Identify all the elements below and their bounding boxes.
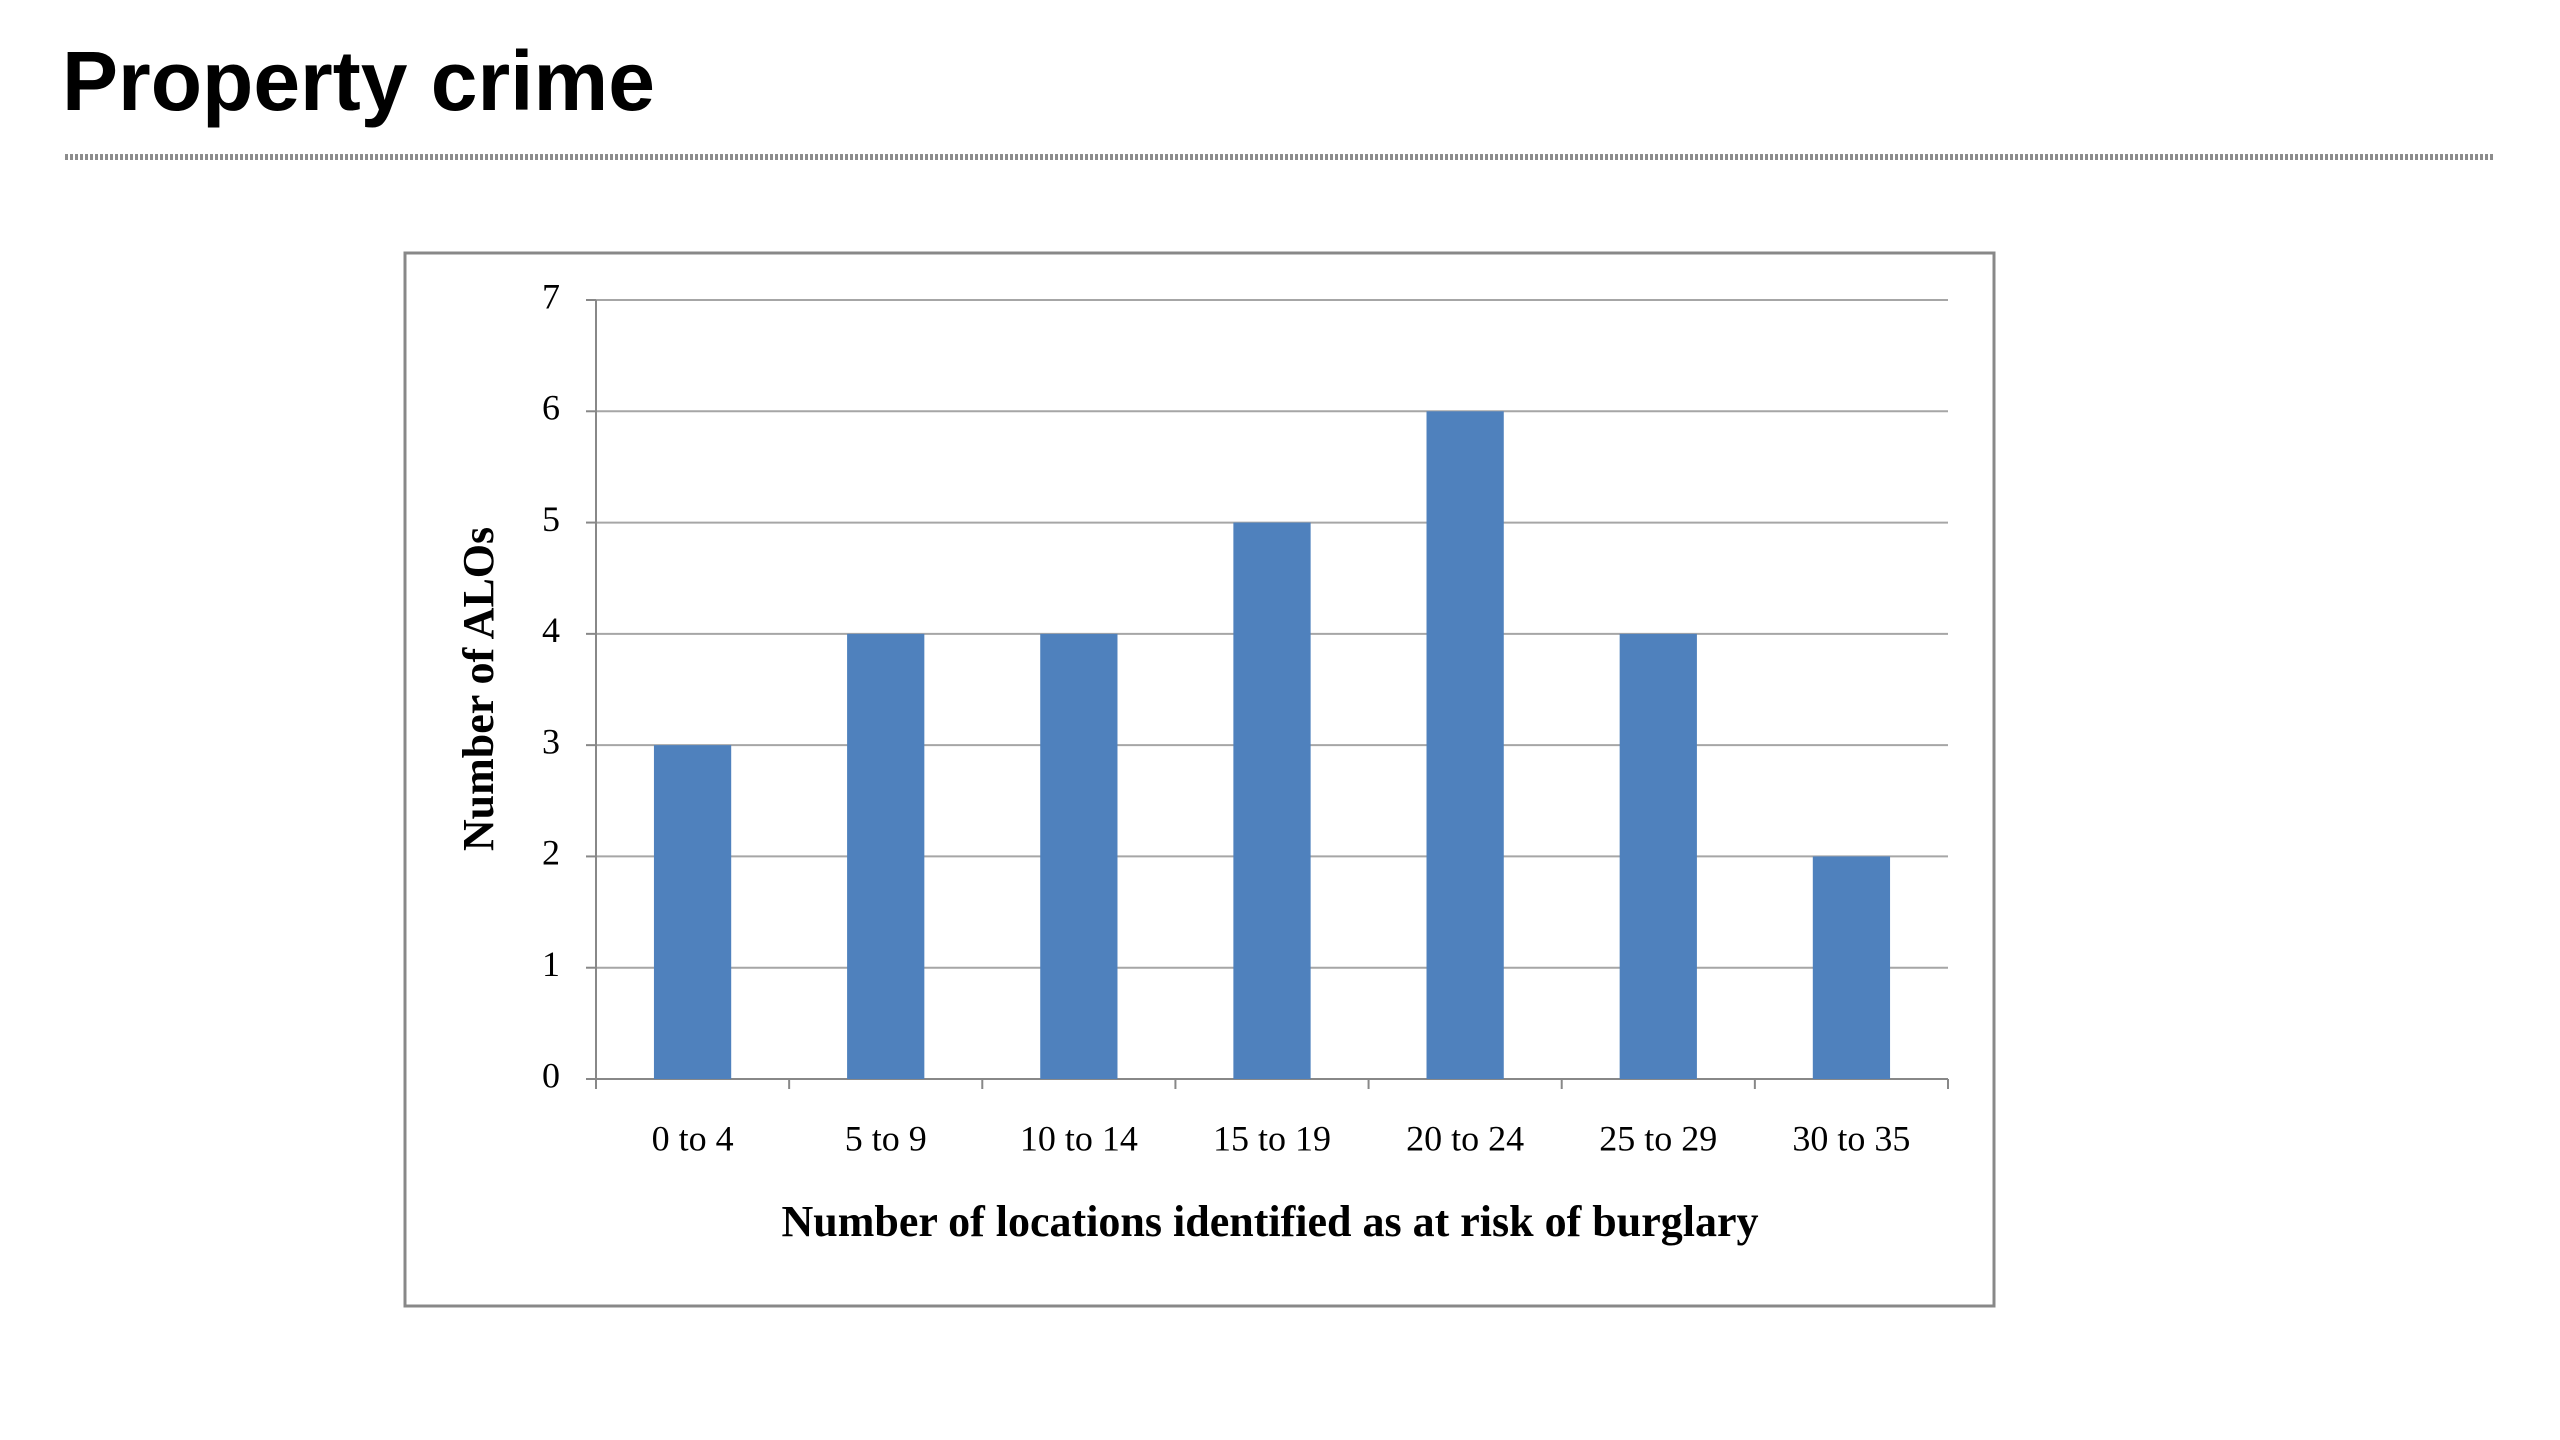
x-tick-label: 20 to 24 (1406, 1118, 1524, 1158)
y-tick-label: 0 (542, 1055, 560, 1095)
bar (1233, 522, 1311, 1079)
bar (1812, 856, 1891, 1079)
y-tick-label: 2 (542, 833, 560, 873)
y-tick-label: 1 (542, 944, 560, 984)
y-tick-label: 3 (542, 721, 560, 761)
x-tick-label: 5 to 9 (845, 1118, 927, 1158)
bar (1426, 411, 1504, 1079)
x-axis-title: Number of locations identified as at ris… (782, 1197, 1759, 1246)
x-tick-label: 10 to 14 (1020, 1118, 1138, 1158)
y-tick-label: 4 (542, 610, 560, 650)
y-tick-label: 7 (542, 276, 560, 316)
y-axis-title: Number of ALOs (454, 527, 503, 851)
y-tick-label: 6 (542, 388, 560, 428)
bar (653, 745, 732, 1079)
bar (847, 633, 925, 1079)
x-tick-label: 25 to 29 (1599, 1118, 1717, 1158)
bar (1040, 633, 1118, 1079)
y-tick-label: 5 (542, 499, 560, 539)
bar (1619, 633, 1697, 1079)
x-tick-label: 15 to 19 (1213, 1118, 1331, 1158)
x-tick-label: 30 to 35 (1792, 1118, 1910, 1158)
x-tick-label: 0 to 4 (652, 1118, 734, 1158)
slide-title: Property crime (62, 34, 655, 128)
